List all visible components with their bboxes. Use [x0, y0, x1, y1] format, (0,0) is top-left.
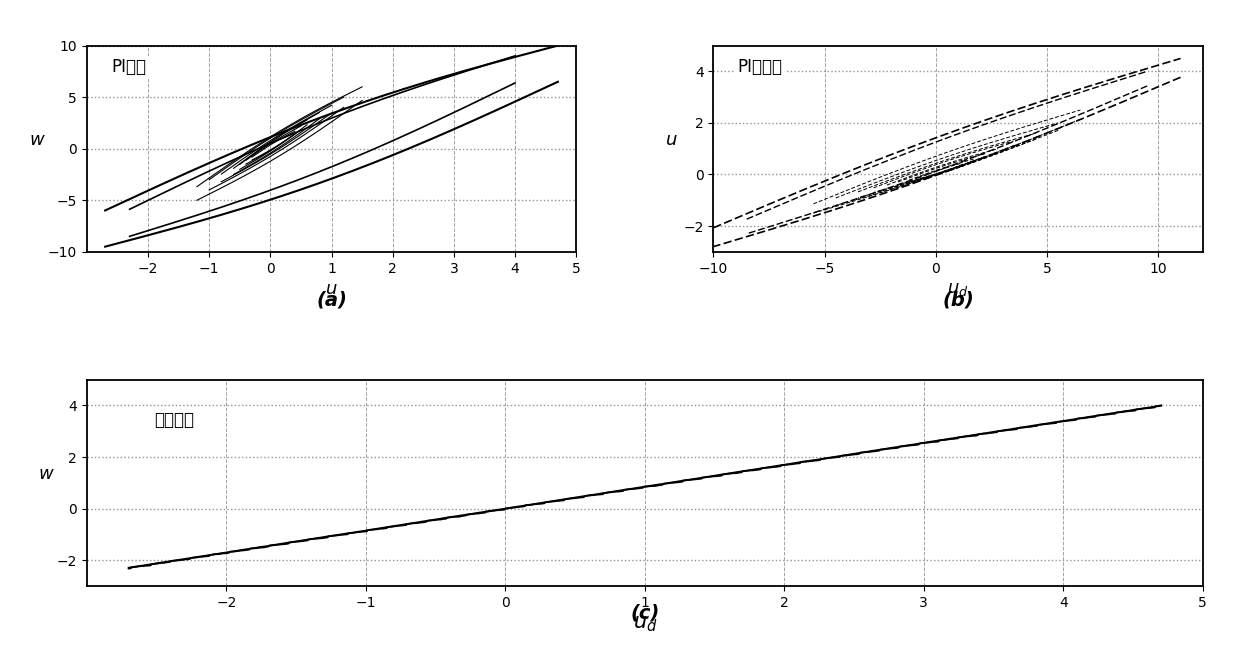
Y-axis label: u: u — [666, 131, 678, 148]
Text: (c): (c) — [630, 604, 660, 623]
Text: PI模型: PI模型 — [112, 59, 146, 76]
Text: PI模型逆: PI模型逆 — [738, 59, 782, 76]
Y-axis label: w: w — [30, 131, 45, 148]
X-axis label: u: u — [326, 280, 337, 298]
Text: (b): (b) — [942, 290, 973, 309]
Y-axis label: w: w — [38, 465, 53, 483]
X-axis label: $u_d$: $u_d$ — [947, 280, 968, 298]
Text: (a): (a) — [316, 290, 347, 309]
Text: 补偿结果: 补偿结果 — [154, 411, 193, 429]
X-axis label: $u_d$: $u_d$ — [632, 614, 657, 634]
